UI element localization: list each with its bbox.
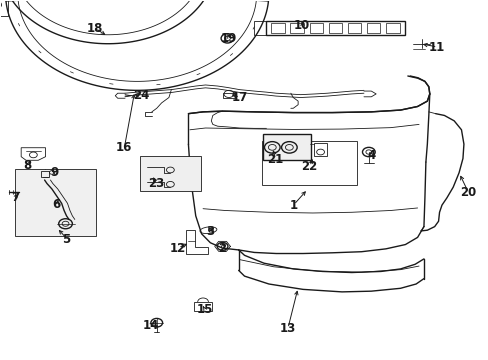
Bar bbox=[309, 23, 323, 33]
Bar bbox=[15, 169, 96, 235]
Text: 14: 14 bbox=[142, 319, 159, 332]
Text: 13: 13 bbox=[279, 322, 295, 335]
Bar bbox=[263, 134, 310, 160]
Bar bbox=[366, 23, 380, 33]
Bar bbox=[385, 23, 399, 33]
Text: 19: 19 bbox=[220, 32, 237, 45]
Text: 7: 7 bbox=[11, 191, 20, 204]
Bar bbox=[222, 93, 234, 98]
Text: 23: 23 bbox=[147, 177, 163, 190]
Bar bbox=[271, 23, 285, 33]
Text: 3: 3 bbox=[206, 225, 214, 238]
Bar bbox=[328, 23, 342, 33]
Text: 5: 5 bbox=[62, 233, 70, 246]
Text: 20: 20 bbox=[459, 186, 475, 199]
Text: 22: 22 bbox=[301, 160, 317, 173]
Text: 11: 11 bbox=[428, 41, 444, 54]
Bar bbox=[290, 23, 304, 33]
Text: 21: 21 bbox=[266, 153, 283, 166]
Text: 10: 10 bbox=[293, 19, 309, 32]
Text: 17: 17 bbox=[231, 91, 247, 104]
Text: 6: 6 bbox=[53, 198, 61, 211]
Bar bbox=[140, 156, 200, 192]
Text: 2: 2 bbox=[218, 242, 226, 255]
Text: 1: 1 bbox=[288, 199, 297, 212]
Text: 15: 15 bbox=[196, 303, 212, 316]
Bar bbox=[266, 21, 405, 35]
Text: 18: 18 bbox=[86, 22, 103, 35]
Text: 4: 4 bbox=[366, 149, 375, 162]
Bar bbox=[261, 140, 356, 185]
Bar bbox=[194, 302, 211, 311]
Text: 12: 12 bbox=[169, 242, 185, 255]
Bar bbox=[313, 143, 327, 156]
Bar bbox=[347, 23, 361, 33]
Text: 24: 24 bbox=[133, 89, 149, 102]
Text: 8: 8 bbox=[23, 159, 32, 172]
Text: 9: 9 bbox=[50, 166, 59, 179]
Text: 16: 16 bbox=[116, 140, 132, 153]
